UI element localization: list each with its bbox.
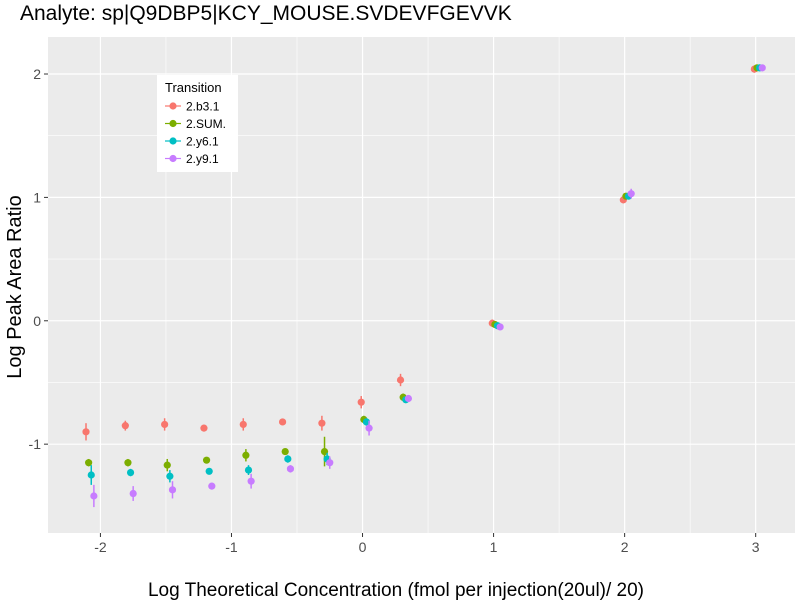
legend-entry-label: 2.SUM. (186, 117, 226, 131)
data-point (284, 455, 292, 463)
data-point (362, 418, 371, 426)
data-point (496, 323, 504, 331)
data-point (85, 459, 93, 467)
data-point (200, 424, 208, 432)
data-point (396, 376, 405, 384)
x-axis-label: Log Theoretical Concentration (fmol per … (148, 580, 644, 600)
legend-key-point (169, 119, 177, 128)
y-tick-label: 0 (33, 313, 41, 329)
legend-title: Transition (165, 80, 222, 95)
data-point (357, 398, 365, 406)
chart-title: Analyte: sp|Q9DBP5|KCY_MOUSE.SVDEVFGEVVK (20, 2, 512, 25)
data-point (82, 428, 90, 436)
y-tick-label: -1 (29, 436, 42, 452)
x-tick-label: -2 (94, 539, 107, 555)
data-point (758, 64, 766, 72)
data-point (126, 468, 135, 477)
legend-items: 2.b3.1 2.SUM. 2.y6.1 2.y9.1 (165, 100, 226, 166)
legend-entry-label: 2.b3.1 (186, 100, 220, 114)
data-point (318, 419, 326, 427)
data-point (244, 466, 253, 474)
legend-key-point (169, 154, 177, 163)
legend-key-point (169, 137, 177, 145)
data-point (121, 422, 129, 430)
data-point (278, 418, 287, 426)
legend-key-point (169, 102, 177, 110)
data-point (286, 465, 295, 473)
series-4 (90, 64, 766, 508)
data-point (205, 467, 213, 475)
y-axis: -1 0 1 2 (29, 66, 48, 452)
data-point (202, 456, 211, 464)
legend: Transition 2.b3.1 2.SUM. 2.y6.1 2.y9.1 (157, 75, 238, 172)
data-point (320, 447, 329, 456)
data-point (365, 424, 373, 432)
data-point (161, 420, 169, 429)
y-tick-label: 2 (33, 66, 41, 82)
data-point (208, 482, 216, 490)
data-point (166, 472, 174, 480)
data-point (163, 461, 171, 469)
data-point (404, 394, 412, 403)
y-axis-label: Log Peak Area Ratio (4, 195, 26, 378)
data-point (90, 492, 98, 500)
data-point (124, 459, 132, 467)
x-tick-label: 3 (752, 539, 760, 555)
x-axis: -2 -1 0 1 2 3 (94, 533, 760, 555)
x-tick-label: -1 (225, 539, 238, 555)
marks-layer (82, 64, 766, 508)
x-tick-label: 1 (490, 539, 498, 555)
legend-entry-label: 2.y9.1 (186, 152, 219, 166)
data-point (129, 489, 137, 498)
y-tick-label: 1 (33, 189, 41, 205)
data-point (168, 486, 177, 494)
legend-entry-label: 2.y6.1 (186, 135, 219, 149)
data-point (242, 451, 250, 459)
data-point (87, 471, 95, 479)
data-point (281, 447, 289, 456)
x-tick-label: 2 (621, 539, 629, 555)
data-point (326, 459, 334, 467)
data-point (627, 190, 635, 198)
x-tick-label: 0 (359, 539, 367, 555)
data-point (247, 477, 255, 485)
data-point (239, 420, 247, 429)
